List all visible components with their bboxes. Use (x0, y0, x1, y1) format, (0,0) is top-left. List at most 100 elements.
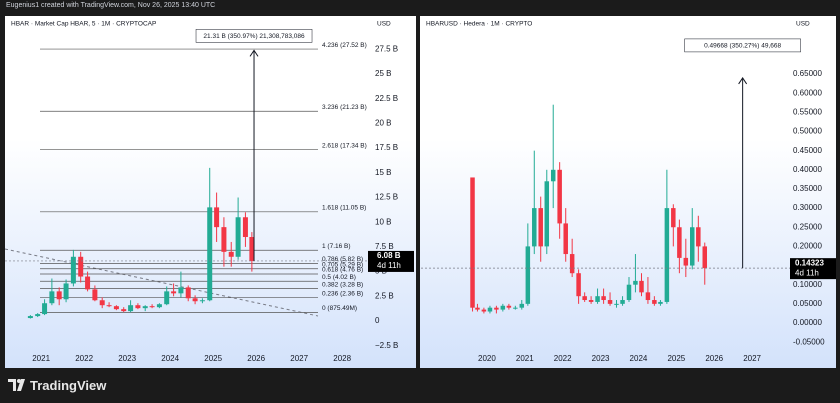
x-tick-label: 2025 (204, 354, 222, 363)
x-tick-label: 2020 (478, 354, 496, 363)
candle-body (135, 305, 141, 309)
candle-body (557, 169, 562, 224)
fib-label: 0.5 (4.02 B) (322, 274, 356, 281)
y-tick-label: 22.5 B (375, 94, 398, 103)
fib-label: 0.236 (2.36 B) (322, 290, 363, 297)
brand-logo (8, 379, 25, 391)
y-tick-label: 25 B (375, 69, 391, 78)
countdown: 4d 11h (377, 261, 401, 270)
measure-arrowhead (249, 49, 259, 57)
candle-body (207, 207, 213, 301)
candle-body (696, 227, 701, 247)
candle-body (601, 296, 606, 301)
fib-label: 1.618 (11.05 B) (322, 205, 366, 212)
measure-box (195, 29, 313, 43)
chart-panel: HBAR · Market Cap HBAR, 5 · 1M · CRYPTOC… (5, 16, 416, 368)
candle-body (620, 300, 625, 304)
y-tick-label: -0.05000 (793, 337, 825, 346)
y-tick-label: 0.45000 (793, 146, 822, 155)
last-price-label: 0.14323 (795, 258, 824, 267)
x-tick-label: 2025 (667, 354, 685, 363)
candle-body (513, 307, 518, 309)
candle-body (481, 309, 487, 312)
candle-body (156, 304, 162, 308)
candle-body (106, 305, 112, 307)
candle-body (500, 305, 506, 310)
candle-body (588, 300, 594, 302)
chart-title: HBARUSD · Hedera · 1M · CRYPTO (426, 21, 532, 28)
candle-body (35, 314, 41, 317)
candle-body (178, 287, 184, 294)
candle-body (164, 291, 170, 305)
x-tick-label: 2023 (118, 354, 136, 363)
fib-label: 0.705 (5.29 B) (322, 261, 363, 268)
y-tick-label: 20 B (375, 118, 391, 127)
y-tick-label: 0.10000 (793, 280, 822, 289)
candle-body (249, 237, 255, 261)
candle-body (78, 256, 84, 277)
candle-body (664, 208, 670, 302)
candle-body (63, 283, 69, 300)
currency: USD (377, 21, 391, 28)
candle-body (171, 291, 177, 294)
candle-body (228, 251, 234, 257)
fib-label: 0.786 (5.82 B) (322, 256, 363, 263)
last-price-box (368, 250, 414, 272)
candle-body (199, 300, 205, 302)
y-tick-label: 12.5 B (375, 193, 398, 202)
candle-body (214, 207, 220, 228)
x-tick-label: 2021 (516, 354, 534, 363)
candle-body (475, 307, 480, 310)
candle-body (683, 257, 689, 266)
candle-body (532, 208, 537, 247)
last-price-box (790, 258, 836, 280)
y-tick-label: 10 B (375, 217, 391, 226)
fib-label: 3.236 (21.23 B) (322, 104, 367, 111)
chart-title: HBAR · Market Cap HBAR, 5 · 1M · CRYPTOC… (11, 21, 156, 28)
candle-body (142, 306, 148, 309)
candle-body (85, 276, 91, 290)
x-tick-label: 2024 (161, 354, 179, 363)
y-tick-label: 0.20000 (793, 242, 822, 251)
x-tick-label: 2027 (743, 354, 761, 363)
y-tick-label: 0.00000 (793, 318, 822, 327)
y-tick-label: 0.30000 (793, 203, 822, 212)
x-tick-label: 2022 (75, 354, 93, 363)
measure-box (684, 38, 801, 53)
candle-body (506, 305, 512, 308)
x-tick-label: 2021 (32, 354, 50, 363)
candle-body (525, 246, 531, 304)
candle-body (113, 306, 119, 310)
header-text: Eugenius1 created with TradingView.com, … (6, 2, 216, 9)
y-tick-label: 7.5 B (375, 242, 394, 251)
x-tick-label: 2026 (705, 354, 723, 363)
y-tick-label: 0.50000 (793, 127, 822, 136)
fib-label: 0.382 (3.28 B) (322, 281, 363, 288)
y-tick-label: 0.05000 (793, 299, 822, 308)
y-tick-label: 17.5 B (375, 143, 398, 152)
candle-body (149, 306, 155, 308)
candle-body (519, 303, 525, 308)
measure-label: 21.31 B (350.97%) 21,308,783,086 (203, 33, 305, 40)
y-tick-label: 0.25000 (793, 222, 822, 231)
candle-body (582, 296, 587, 301)
candle-body (470, 177, 475, 308)
candle-body (544, 181, 550, 247)
fib-label: 2.618 (17.34 B) (322, 142, 367, 149)
candle-body (626, 284, 632, 301)
candle-body (27, 316, 33, 319)
candle-body (645, 292, 651, 301)
y-tick-label: 27.5 B (375, 44, 398, 53)
candle-body (49, 291, 55, 304)
measure-arrowhead (738, 77, 748, 85)
fib-label: 4.236 (27.52 B) (322, 42, 367, 49)
y-tick-label: 0.35000 (793, 184, 822, 193)
candle-body (192, 298, 198, 302)
candle-body (185, 287, 191, 299)
x-tick-label: 2026 (247, 354, 265, 363)
countdown: 4d 11h (795, 268, 819, 277)
candle-body (633, 280, 638, 285)
chart-panel: HBARUSD · Hedera · 1M · CRYPTO USD 0.650… (420, 16, 836, 368)
y-tick-label: 15 B (375, 168, 391, 177)
measure-label: 0.49668 (350.27%) 49,668 (704, 43, 781, 50)
